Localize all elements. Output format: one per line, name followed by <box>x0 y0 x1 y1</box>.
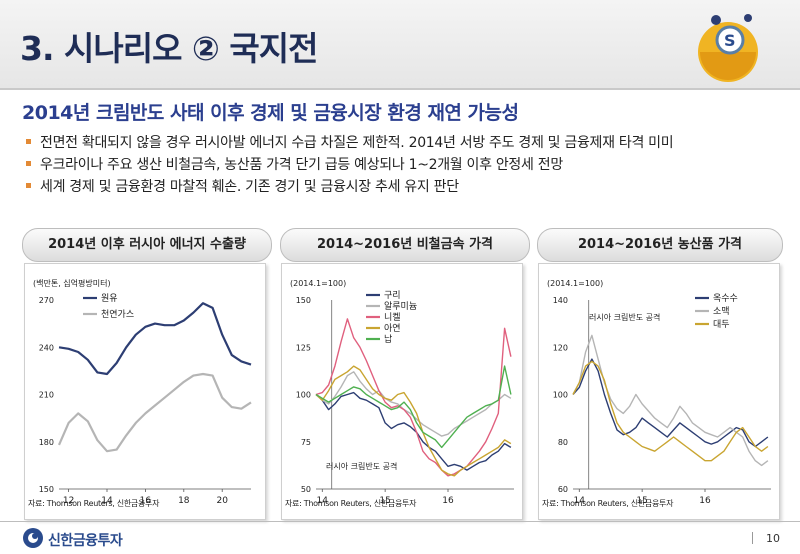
x-tick-label: 14 <box>101 496 113 506</box>
y-tick-label: 270 <box>39 296 54 305</box>
annotation-label: 러시아 크림반도 공격 <box>326 461 397 471</box>
section-subtitle: 2014년 크림반도 사태 이후 경제 및 금융시장 환경 재연 가능성 <box>22 102 519 124</box>
x-tick-label: 16 <box>699 496 711 506</box>
unit-label: (2014.1=100) <box>290 279 346 288</box>
legend-label: 옥수수 <box>713 293 738 304</box>
unit-label: (2014.1=100) <box>547 279 603 288</box>
page-separator <box>752 532 753 544</box>
x-tick-label: 15 <box>636 496 647 506</box>
x-tick-label: 14 <box>317 496 329 506</box>
shinhan-logo-icon <box>23 528 43 548</box>
chart2-title: 2014~2016년 비철금속 가격 <box>280 228 530 262</box>
bullet-item: 전면전 확대되지 않을 경우 러시아발 에너지 수급 차질은 제한적. 2014… <box>26 132 674 154</box>
legend-label: 니켈 <box>384 311 401 323</box>
y-tick-label: 150 <box>39 485 54 494</box>
chart2-svg: (2014.1=100) 50 75 100 125 150 14 15 16 러시아 크림반도 … <box>290 279 514 506</box>
x-tick-label: 18 <box>178 496 190 506</box>
legend-label: 구리 <box>384 290 401 301</box>
chart2-source: 자료: Thomson Reuters, 신한금융투자 <box>285 499 417 508</box>
bullet-square-icon <box>26 182 31 188</box>
chart1-svg: (백만톤, 십억평방미터) 150 180 210 240 270 12 14 16 18 20 원유… <box>33 278 252 506</box>
y-tick-label: 100 <box>296 391 311 400</box>
series-line-1 <box>58 302 252 376</box>
y-tick-label: 240 <box>39 343 54 352</box>
legend-label: 아연 <box>384 323 401 334</box>
annotation-label: 러시아 크림반도 공격 <box>589 312 660 322</box>
mascot-logo-icon: S <box>698 14 758 82</box>
legend-label: 알루미늄 <box>384 301 417 312</box>
x-tick-label: 16 <box>442 496 454 506</box>
series-line-1 <box>572 358 769 448</box>
bullet-text: 우크라이나 주요 생산 비철금속, 농산품 가격 단기 급등 예상되나 1~2개… <box>40 157 563 173</box>
chart2-panel: (2014.1=100) 50 75 100 125 150 14 15 16 러시아 크림반도 … <box>281 263 523 520</box>
chart3-source: 자료: Thomson Reuters, 신한금융투자 <box>542 499 674 508</box>
series-line-3 <box>315 318 512 477</box>
x-tick-label: 20 <box>216 496 228 506</box>
bullet-square-icon <box>26 160 31 166</box>
y-tick-label: 75 <box>301 438 311 447</box>
chart3-title: 2014~2016년 농산품 가격 <box>537 228 783 262</box>
series-line-1 <box>315 391 512 471</box>
legend-label: 납 <box>384 334 392 345</box>
brand-name: 신한금융투자 <box>48 533 123 549</box>
x-tick-label: 14 <box>574 496 586 506</box>
page-number: 10 <box>766 532 780 545</box>
y-tick-label: 120 <box>553 343 568 352</box>
series-line-2 <box>572 334 769 467</box>
chart1-title: 2014년 이후 러시아 에너지 수출량 <box>22 228 272 262</box>
y-tick-label: 50 <box>301 485 311 494</box>
bullet-item: 세계 경제 및 금융환경 마찰적 훼손. 기존 경기 및 금융시장 추세 유지 … <box>26 176 673 198</box>
y-tick-label: 60 <box>558 485 568 494</box>
y-tick-label: 140 <box>553 296 568 305</box>
chart1-panel: (백만톤, 십억평방미터) 150 180 210 240 270 12 14 16 18 20 원유… <box>24 263 266 520</box>
y-tick-label: 125 <box>296 343 311 352</box>
x-tick-label: 15 <box>379 496 390 506</box>
legend-label: 소맥 <box>713 306 730 317</box>
chart1-source: 자료: Thomson Reuters, 신한금융투자 <box>28 499 160 508</box>
legend-label: 원유 <box>101 293 118 304</box>
y-tick-label: 210 <box>39 391 54 400</box>
y-tick-label: 100 <box>553 391 568 400</box>
header-bar <box>0 0 800 90</box>
bullet-text: 전면전 확대되지 않을 경우 러시아발 에너지 수급 차질은 제한적. 2014… <box>40 135 674 151</box>
chart3-panel: (2014.1=100) 60 80 100 120 140 14 15 16 러시아 크림반도 … <box>538 263 780 520</box>
y-tick-label: 80 <box>558 438 568 447</box>
bullet-item: 우크라이나 주요 생산 비철금속, 농산품 가격 단기 급등 예상되나 1~2개… <box>26 154 673 176</box>
y-tick-label: 150 <box>296 296 311 305</box>
bullet-list: 전면전 확대되지 않을 경우 러시아발 에너지 수급 차질은 제한적. 2014… <box>26 132 674 198</box>
svg-text:S: S <box>724 31 736 50</box>
bullet-square-icon <box>26 138 31 144</box>
series-line-5 <box>315 365 512 449</box>
page-title: 3. 시나리오 ② 국지전 <box>20 29 318 68</box>
x-tick-label: 16 <box>140 496 152 506</box>
legend-label: 대두 <box>713 319 730 330</box>
series-line-3 <box>572 360 769 462</box>
x-tick-label: 12 <box>63 496 74 506</box>
y-tick-label: 180 <box>39 438 54 447</box>
series-line-4 <box>315 365 512 477</box>
legend-label: 천연가스 <box>101 309 134 320</box>
chart3-svg: (2014.1=100) 60 80 100 120 140 14 15 16 러시아 크림반도 … <box>547 279 771 506</box>
series-line-2 <box>57 372 252 453</box>
unit-label: (백만톤, 십억평방미터) <box>33 278 111 288</box>
bullet-text: 세계 경제 및 금융환경 마찰적 훼손. 기존 경기 및 금융시장 추세 유지 … <box>40 179 459 195</box>
footer-divider <box>0 521 800 522</box>
